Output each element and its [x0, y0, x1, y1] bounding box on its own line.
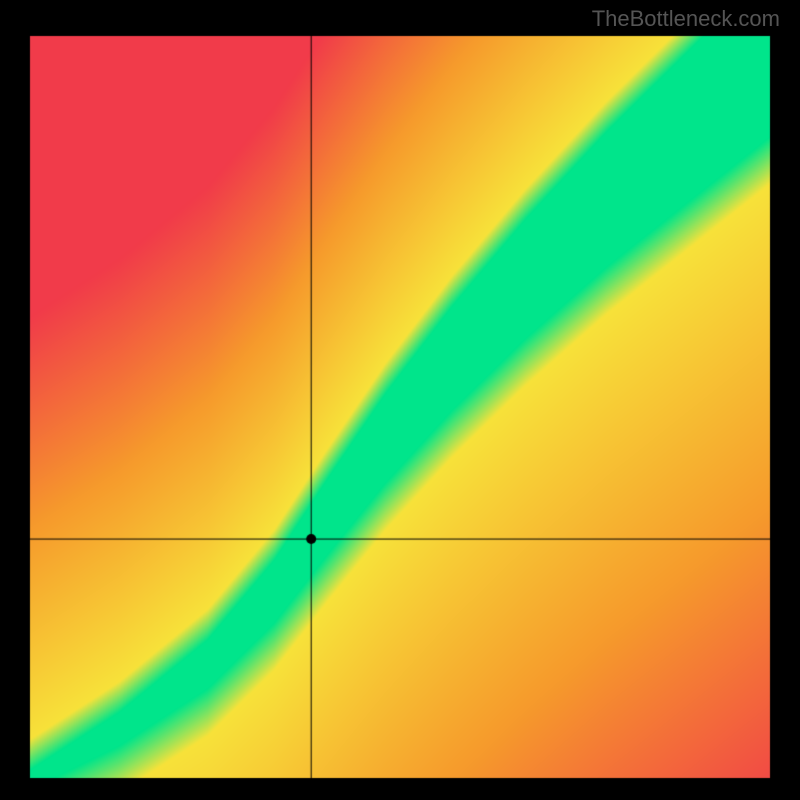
watermark-text: TheBottleneck.com — [592, 6, 780, 32]
chart-container: TheBottleneck.com — [0, 0, 800, 800]
heatmap-canvas — [0, 0, 800, 800]
